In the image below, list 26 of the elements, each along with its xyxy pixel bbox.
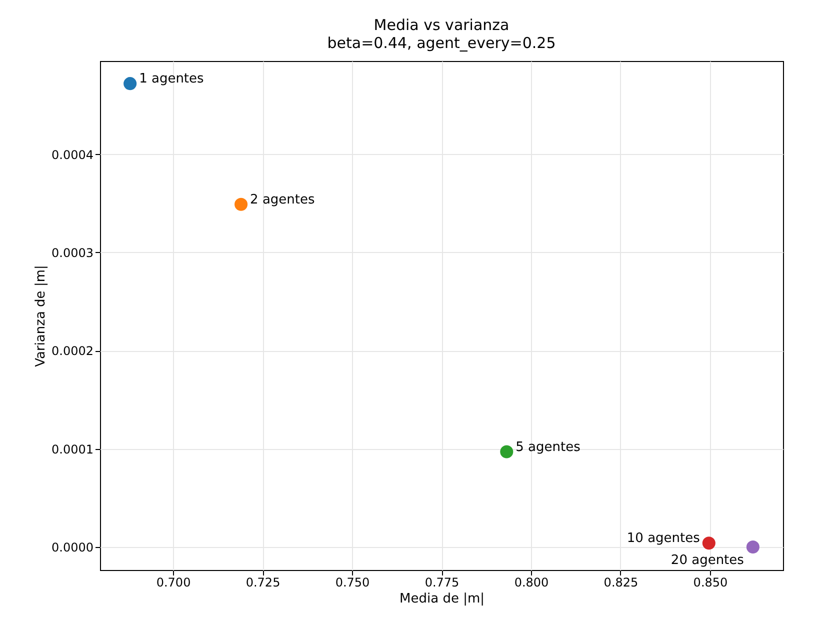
x-tick-label: 0.775 <box>424 576 460 590</box>
y-tick-label: 0.0001 <box>52 442 94 456</box>
x-tick-label: 0.750 <box>335 576 370 590</box>
point <box>234 198 248 211</box>
y-tick-label: 0.0002 <box>52 344 94 358</box>
point <box>702 536 716 550</box>
y-axis-title: Varianza de |m| <box>34 265 49 367</box>
series-label: 1 agentes <box>139 72 204 87</box>
y-tick-label: 0.0003 <box>52 246 94 260</box>
x-tick-label: 0.700 <box>156 576 191 590</box>
x-tick-label: 0.800 <box>514 576 549 590</box>
series-label: 5 agentes <box>516 440 581 455</box>
series-label: 10 agentes <box>626 531 700 546</box>
y-tick-label: 0.0000 <box>52 540 94 555</box>
series-label: 2 agentes <box>250 192 315 208</box>
chart-subtitle: beta=0.44, agent_every=0.25 <box>327 34 556 52</box>
series-label: 20 agentes <box>670 553 744 568</box>
x-tick-label: 0.725 <box>246 576 280 590</box>
y-tick-label: 0.0004 <box>52 148 94 162</box>
chart-title: Media vs varianza <box>374 16 510 34</box>
x-tick-label: 0.825 <box>604 576 638 590</box>
x-axis-title: Media de |m| <box>400 592 484 606</box>
point <box>746 540 760 554</box>
point <box>124 77 137 90</box>
x-tick-label: 0.850 <box>693 576 728 590</box>
point <box>500 445 514 458</box>
